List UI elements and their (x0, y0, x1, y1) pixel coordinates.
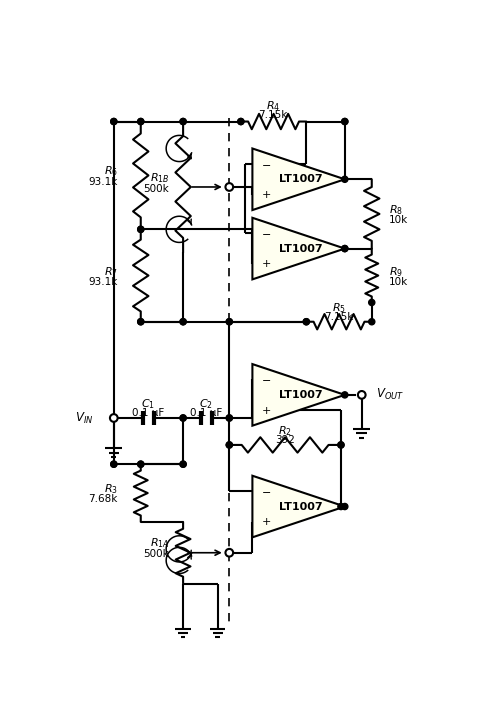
Circle shape (138, 319, 144, 325)
Circle shape (138, 226, 144, 232)
Text: $V_{OUT}$: $V_{OUT}$ (376, 387, 404, 403)
Circle shape (110, 461, 117, 467)
Text: 0.1 μF: 0.1 μF (190, 408, 222, 418)
Circle shape (342, 119, 348, 125)
Text: 500k: 500k (144, 550, 169, 559)
Text: $C_1$: $C_1$ (142, 397, 156, 411)
Text: 0.1 μF: 0.1 μF (132, 408, 164, 418)
Text: LT1007: LT1007 (278, 243, 322, 253)
Text: $R_2$: $R_2$ (278, 424, 292, 438)
Text: $+$: $+$ (261, 189, 272, 200)
Text: $-$: $-$ (261, 486, 272, 496)
Text: $R_{1A}$: $R_{1A}$ (150, 536, 169, 550)
Text: 7.68k: 7.68k (88, 494, 118, 504)
Circle shape (303, 319, 310, 325)
Circle shape (110, 119, 117, 125)
Circle shape (138, 319, 144, 325)
Circle shape (180, 461, 186, 467)
Text: LT1007: LT1007 (278, 174, 322, 185)
Circle shape (110, 461, 117, 467)
Circle shape (342, 392, 348, 398)
Text: LT1007: LT1007 (278, 502, 322, 512)
Text: $R_8$: $R_8$ (388, 203, 403, 217)
Text: 7.15k: 7.15k (324, 312, 354, 322)
Text: 392: 392 (275, 435, 295, 445)
Text: 93.1k: 93.1k (88, 277, 118, 287)
Circle shape (303, 319, 310, 325)
Polygon shape (252, 476, 345, 537)
Circle shape (110, 415, 117, 421)
Text: $R_9$: $R_9$ (388, 265, 403, 279)
Circle shape (226, 319, 232, 325)
Circle shape (342, 245, 348, 252)
Text: $R_6$: $R_6$ (104, 164, 118, 179)
Text: $+$: $+$ (261, 516, 272, 527)
Text: $R_3$: $R_3$ (104, 482, 118, 496)
Text: $+$: $+$ (261, 258, 272, 269)
Circle shape (342, 176, 348, 182)
Text: 7.15k: 7.15k (258, 110, 288, 120)
Text: 93.1k: 93.1k (88, 177, 118, 187)
Circle shape (138, 119, 144, 125)
Circle shape (110, 415, 117, 421)
Circle shape (180, 415, 186, 421)
Circle shape (226, 549, 233, 557)
Circle shape (110, 414, 118, 422)
Circle shape (226, 442, 232, 448)
Polygon shape (252, 148, 345, 210)
Circle shape (226, 415, 232, 421)
Circle shape (226, 442, 232, 448)
Circle shape (238, 119, 244, 125)
Circle shape (226, 415, 232, 421)
Text: $C_2$: $C_2$ (199, 397, 213, 411)
Circle shape (138, 226, 144, 232)
Circle shape (358, 391, 366, 399)
Circle shape (338, 442, 344, 448)
Text: 10k: 10k (388, 277, 408, 287)
Text: $R_4$: $R_4$ (266, 99, 280, 113)
Circle shape (138, 119, 144, 125)
Text: $-$: $-$ (261, 228, 272, 238)
Polygon shape (252, 364, 345, 426)
Text: $-$: $-$ (261, 374, 272, 384)
Circle shape (368, 300, 375, 306)
Text: 500k: 500k (144, 183, 169, 193)
Text: LT1007: LT1007 (278, 390, 322, 400)
Text: $-$: $-$ (261, 159, 272, 169)
Circle shape (338, 503, 344, 510)
Circle shape (138, 461, 144, 467)
Circle shape (180, 461, 186, 467)
Text: 10k: 10k (388, 215, 408, 225)
Circle shape (138, 461, 144, 467)
Text: $R_{1B}$: $R_{1B}$ (150, 171, 169, 185)
Circle shape (368, 319, 375, 325)
Circle shape (180, 319, 186, 325)
Circle shape (180, 119, 186, 125)
Text: $R_5$: $R_5$ (332, 301, 346, 315)
Polygon shape (252, 218, 345, 279)
Circle shape (338, 442, 344, 448)
Text: $R_7$: $R_7$ (104, 265, 118, 279)
Circle shape (180, 319, 186, 325)
Circle shape (180, 119, 186, 125)
Text: $V_{IN}$: $V_{IN}$ (74, 411, 93, 426)
Circle shape (342, 119, 348, 125)
Circle shape (110, 415, 117, 421)
Circle shape (226, 319, 232, 325)
Text: $+$: $+$ (261, 405, 272, 416)
Circle shape (342, 503, 348, 510)
Circle shape (226, 183, 233, 191)
Circle shape (110, 119, 117, 125)
Circle shape (180, 415, 186, 421)
Circle shape (238, 119, 244, 125)
Circle shape (342, 245, 348, 252)
